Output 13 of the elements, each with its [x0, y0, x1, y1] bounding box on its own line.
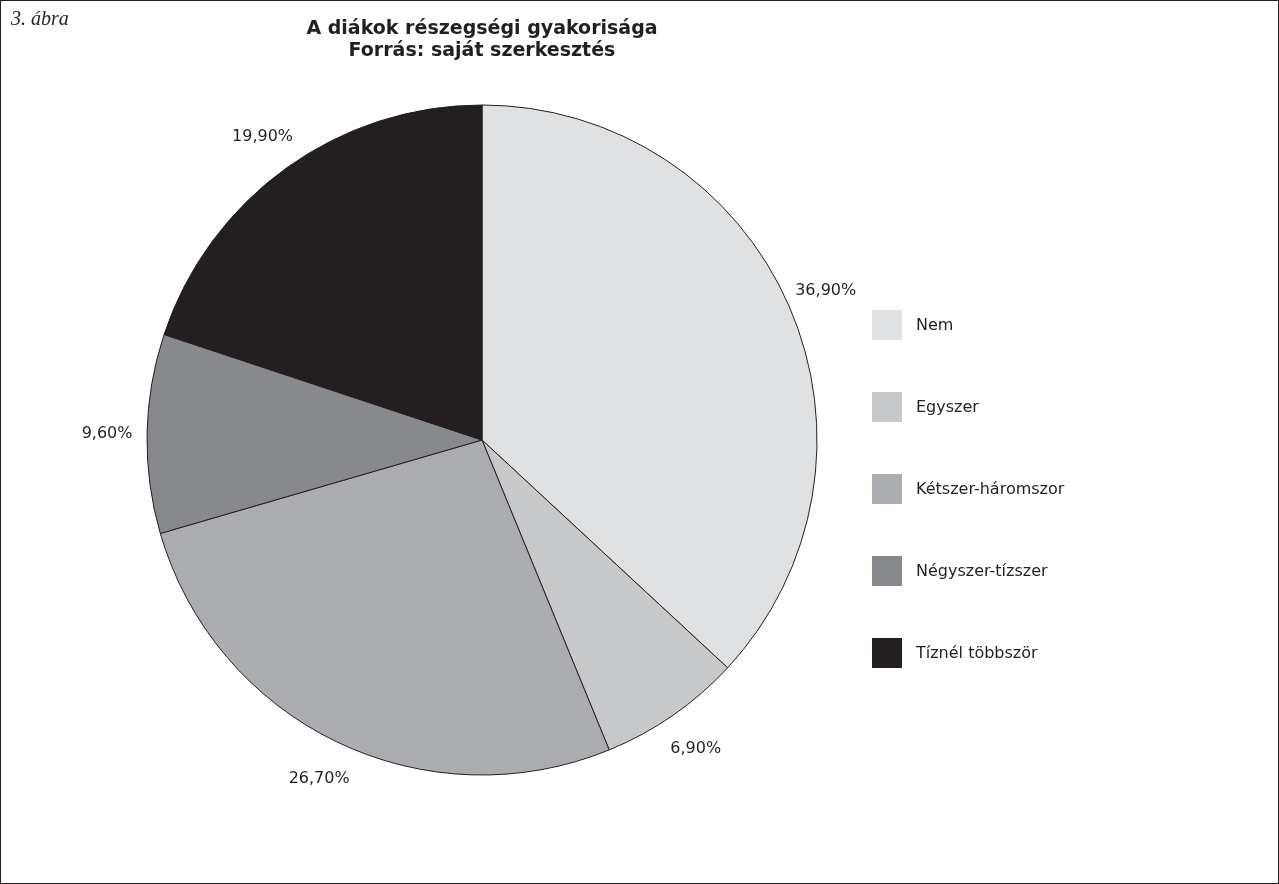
- legend-label: Egyszer: [916, 397, 980, 416]
- legend-label: Tíznél többször: [915, 643, 1039, 662]
- data-label: 26,70%: [288, 767, 350, 787]
- data-label: 19,90%: [232, 125, 294, 145]
- chart-title: A diákok részegségi gyakorisága: [306, 16, 658, 38]
- data-label: 6,90%: [670, 738, 722, 758]
- data-label: 36,90%: [795, 279, 857, 299]
- legend-label: Négyszer-tízszer: [916, 561, 1049, 580]
- legend-label: Nem: [916, 315, 954, 334]
- legend-label: Kétszer-háromszor: [916, 479, 1065, 498]
- text: 3. ábra: [11, 7, 69, 30]
- chart-subtitle: Forrás: saját szerkesztés: [348, 38, 616, 60]
- data-label: 9,60%: [81, 422, 133, 442]
